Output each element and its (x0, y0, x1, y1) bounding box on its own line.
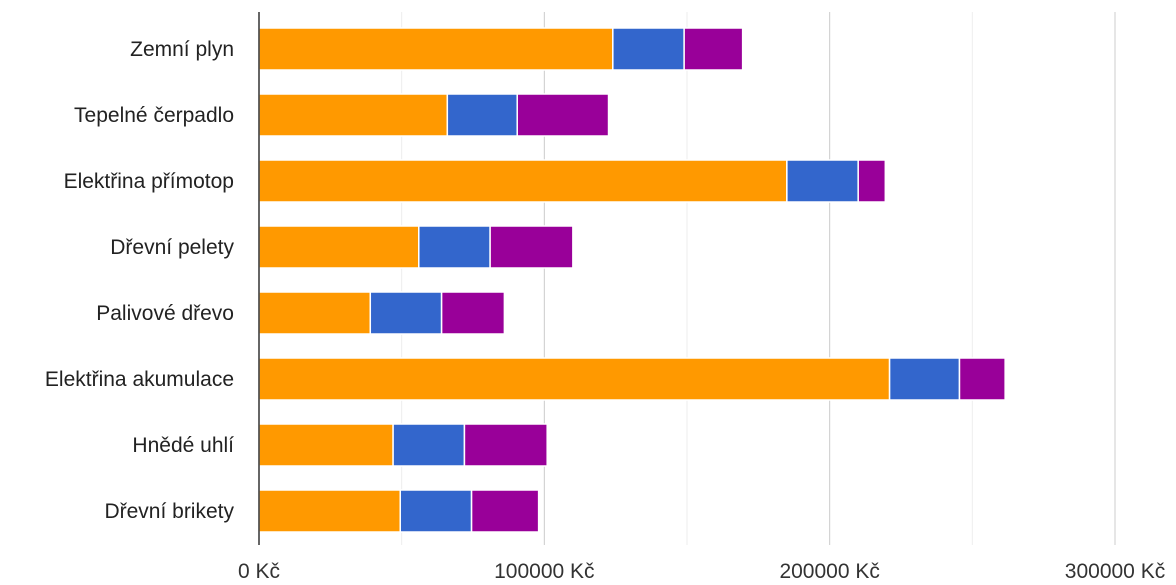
bar-segment-3-2[interactable] (516, 93, 610, 137)
x-tick-label: 200000 Kč (779, 560, 879, 583)
bar-segment-2-8[interactable] (399, 489, 473, 533)
bar-segment-1-3[interactable] (258, 159, 788, 203)
category-label: Tepelné čerpadlo (74, 104, 234, 127)
category-label: Dřevní pelety (110, 236, 234, 259)
bar-segment-2-4[interactable] (418, 225, 491, 269)
x-tick-label: 100000 Kč (494, 560, 594, 583)
bar-segment-3-3[interactable] (857, 159, 887, 203)
bar-segment-1-6[interactable] (258, 357, 891, 401)
bar-segment-1-8[interactable] (258, 489, 401, 533)
bar-segment-3-4[interactable] (489, 225, 574, 269)
category-label: Hnědé uhlí (132, 434, 234, 457)
category-label: Palivové dřevo (96, 302, 234, 325)
bar-segment-3-6[interactable] (958, 357, 1006, 401)
bar-layer (258, 27, 1006, 533)
bar-segment-1-4[interactable] (258, 225, 420, 269)
bar-segment-1-1[interactable] (258, 27, 614, 71)
x-tick-label: 0 Kč (238, 560, 280, 583)
bar-segment-3-1[interactable] (683, 27, 744, 71)
bar-segment-2-1[interactable] (612, 27, 685, 71)
bar-segment-3-8[interactable] (470, 489, 540, 533)
bar-segment-2-7[interactable] (392, 423, 466, 467)
x-tick-label: 300000 Kč (1065, 560, 1165, 583)
bar-segment-2-5[interactable] (369, 291, 443, 335)
bar-segment-2-2[interactable] (446, 93, 518, 137)
bar-segment-1-7[interactable] (258, 423, 394, 467)
category-label: Zemní plyn (130, 38, 234, 61)
category-label: Dřevní brikety (104, 500, 234, 523)
category-label: Elektřina akumulace (45, 368, 234, 391)
label-layer: Zemní plyn Tepelné čerpadlo Elektřina přím… (45, 38, 1165, 583)
category-label: Elektřina přímotop (64, 170, 234, 193)
bar-segment-1-2[interactable] (258, 93, 449, 137)
bar-segment-2-3[interactable] (786, 159, 859, 203)
bar-segment-1-5[interactable] (258, 291, 372, 335)
bar-segment-3-5[interactable] (440, 291, 506, 335)
bar-segment-3-7[interactable] (463, 423, 548, 467)
bar-segment-2-6[interactable] (888, 357, 961, 401)
